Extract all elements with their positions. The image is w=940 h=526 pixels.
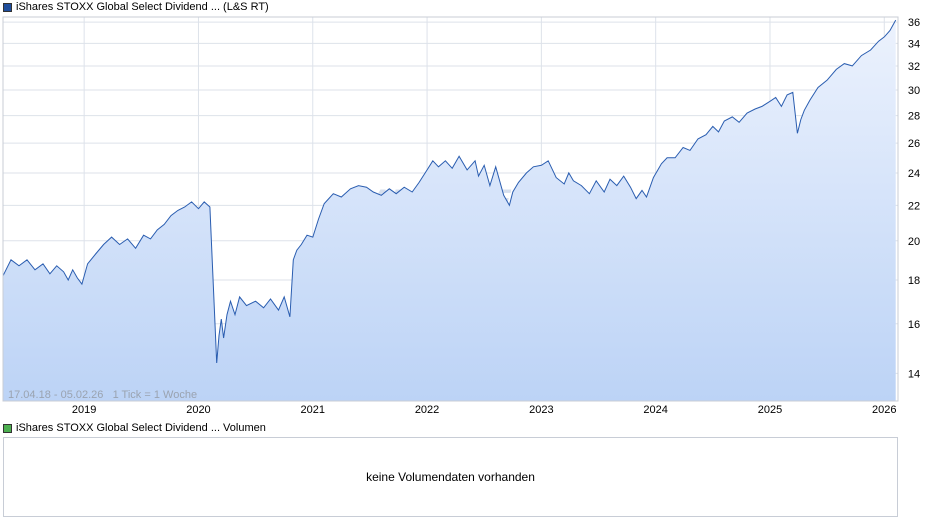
y-tick-label: 28 (908, 111, 920, 123)
y-tick-label: 26 (908, 138, 920, 150)
x-tick-label: 2019 (72, 404, 96, 416)
x-axis-labels: 2019 2020 2021 2022 2023 2024 2025 2026 (72, 404, 897, 416)
y-axis-labels: 14 16 18 20 22 24 26 28 30 32 34 36 (908, 17, 920, 380)
price-legend: iShares STOXX Global Select Dividend ...… (3, 0, 269, 14)
volume-legend-swatch (3, 423, 12, 433)
volume-empty-message: keine Volumendaten vorhanden (366, 470, 535, 484)
x-tick-label: 2025 (758, 404, 782, 416)
price-line (2, 19, 897, 364)
volume-legend: iShares STOXX Global Select Dividend ...… (3, 421, 266, 435)
x-tick-label: 2026 (872, 404, 896, 416)
price-legend-swatch (3, 2, 12, 12)
y-tick-label: 18 (908, 275, 920, 287)
y-tick-label: 30 (908, 85, 920, 97)
price-area-fill (3, 20, 896, 401)
y-tick-label: 22 (908, 200, 920, 212)
date-range-info: 17.04.18 - 05.02.26 1 Tick = 1 Woche (8, 389, 197, 401)
x-tick-label: 2021 (301, 404, 325, 416)
y-tick-label: 20 (908, 236, 920, 248)
x-tick-label: 2023 (529, 404, 553, 416)
x-tick-label: 2022 (415, 404, 439, 416)
y-tick-label: 14 (908, 368, 920, 380)
y-tick-label: 16 (908, 319, 920, 331)
y-tick-label: 24 (908, 168, 920, 180)
y-tick-label: 36 (908, 17, 920, 29)
x-tick-label: 2024 (643, 404, 667, 416)
y-tick-label: 34 (908, 38, 920, 50)
y-tick-label: 32 (908, 61, 920, 73)
price-legend-label: iShares STOXX Global Select Dividend ...… (16, 1, 269, 13)
volume-legend-label: iShares STOXX Global Select Dividend ...… (16, 422, 266, 434)
plot-frame (2, 16, 899, 402)
volume-panel: keine Volumendaten vorhanden (3, 437, 898, 517)
x-tick-label: 2020 (186, 404, 210, 416)
